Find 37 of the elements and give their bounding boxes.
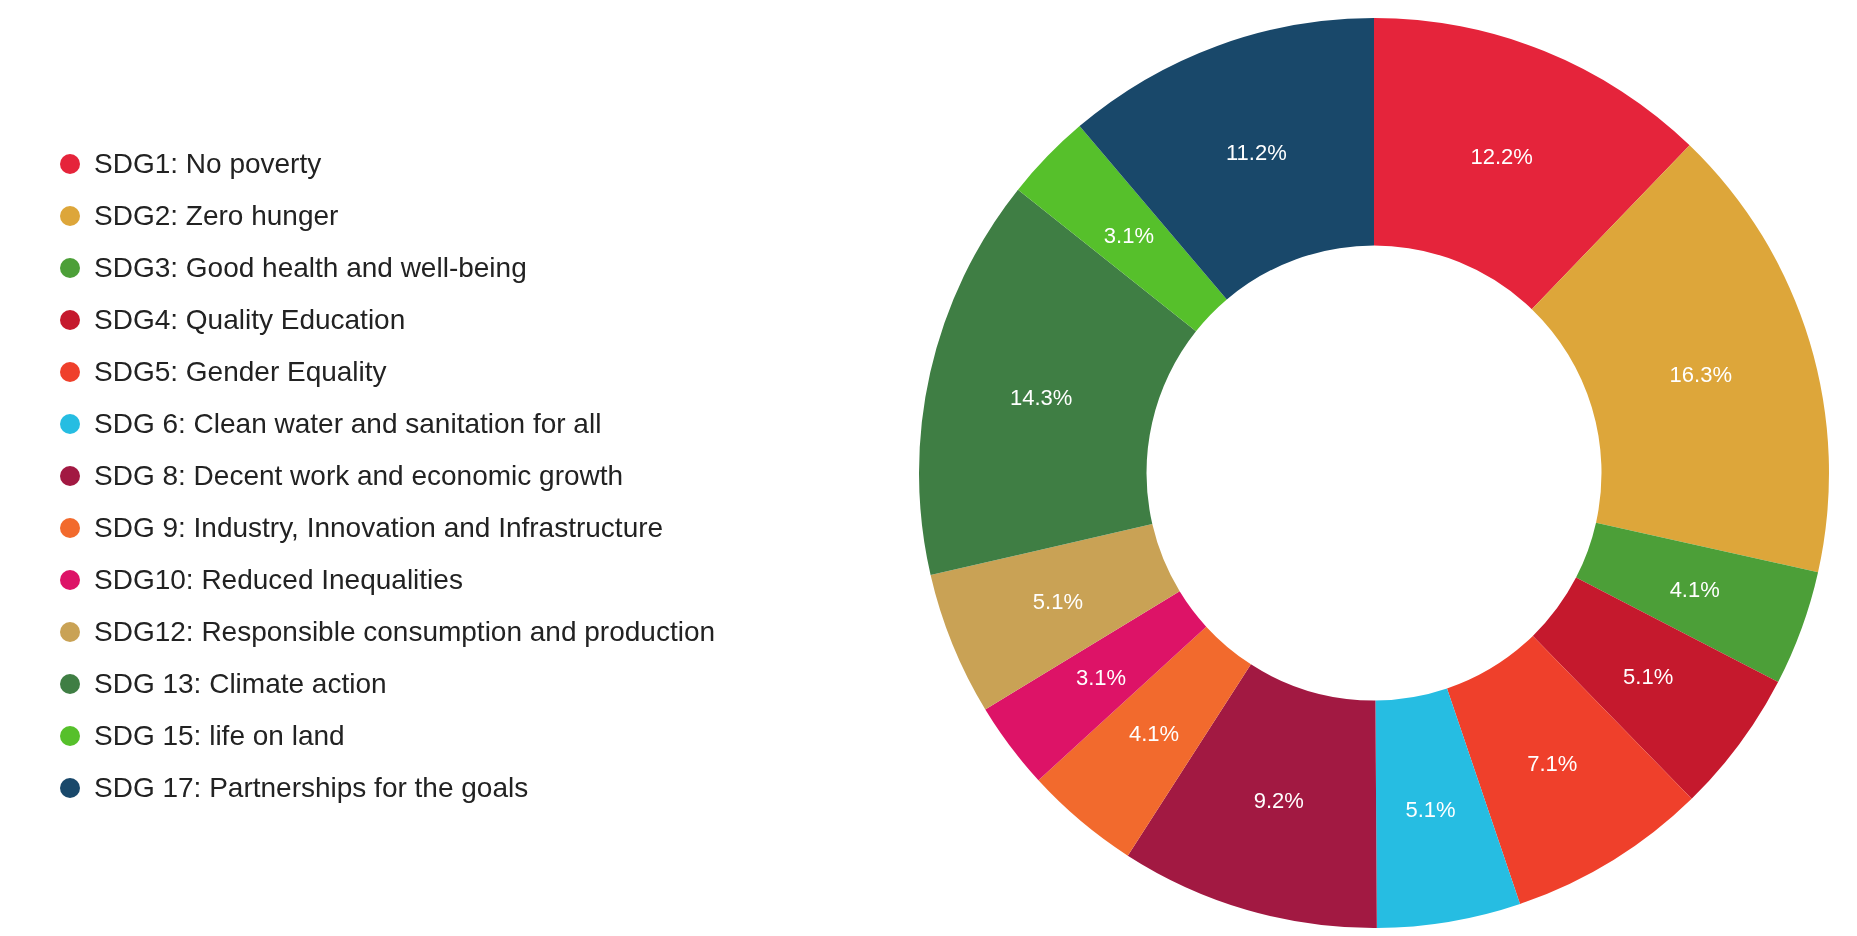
legend-label: SDG3: Good health and well-being bbox=[94, 252, 527, 284]
donut-slice bbox=[1374, 18, 1690, 310]
donut-slice bbox=[1038, 626, 1251, 856]
donut-slice bbox=[985, 591, 1207, 781]
legend-label: SDG 6: Clean water and sanitation for all bbox=[94, 408, 602, 440]
data-label: 5.1% bbox=[1032, 589, 1083, 615]
legend-label: SDG 13: Climate action bbox=[94, 668, 387, 700]
legend-label: SDG5: Gender Equality bbox=[94, 356, 387, 388]
legend-label: SDG 15: life on land bbox=[94, 720, 345, 752]
data-label: 7.1% bbox=[1527, 751, 1578, 777]
data-label: 4.1% bbox=[1128, 721, 1180, 747]
legend-label: SDG10: Reduced Inequalities bbox=[94, 564, 463, 596]
legend-label: SDG2: Zero hunger bbox=[94, 200, 339, 232]
legend-label: SDG 8: Decent work and economic growth bbox=[94, 460, 624, 492]
donut-slice bbox=[930, 524, 1180, 710]
data-label: 5.1% bbox=[1623, 663, 1674, 689]
data-label: 12.2% bbox=[1470, 144, 1533, 170]
legend-label: SDG12: Responsible consumption and production bbox=[94, 616, 716, 648]
data-label: 5.1% bbox=[1405, 797, 1456, 823]
donut-slice bbox=[1531, 145, 1829, 573]
donut-slice bbox=[919, 189, 1197, 576]
data-label: 11.2% bbox=[1226, 140, 1287, 166]
donut-slice bbox=[1375, 688, 1521, 928]
data-label: 9.2% bbox=[1253, 788, 1304, 814]
donut-slice bbox=[1079, 18, 1374, 300]
donut-slice bbox=[1127, 664, 1377, 928]
data-label: 3.1% bbox=[1103, 223, 1155, 249]
data-label: 14.3% bbox=[1010, 385, 1073, 411]
donut-slice bbox=[1018, 126, 1227, 332]
data-label: 4.1% bbox=[1669, 577, 1720, 603]
data-label: 16.3% bbox=[1669, 362, 1732, 388]
legend-label: SDG 9: Industry, Innovation and Infrastructure bbox=[94, 512, 664, 544]
data-label: 3.1% bbox=[1076, 665, 1127, 691]
legend-label: SDG1: No poverty bbox=[94, 148, 322, 180]
donut-slice bbox=[1576, 522, 1819, 683]
legend-label: SDG4: Quality Education bbox=[94, 304, 406, 336]
legend-label: SDG 17: Partnerships for the goals bbox=[94, 772, 529, 804]
